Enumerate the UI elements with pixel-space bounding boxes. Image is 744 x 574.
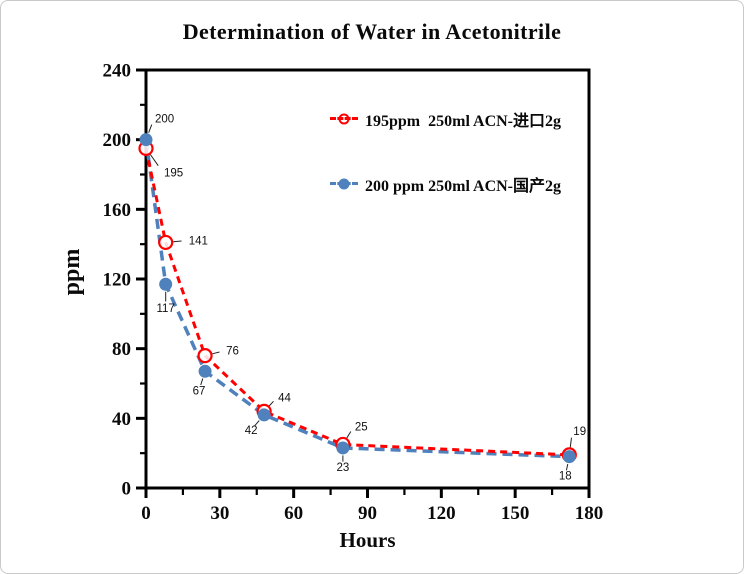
svg-text:76: 76: [226, 346, 239, 358]
x-axis-label: Hours: [339, 528, 396, 552]
svg-text:40: 40: [112, 409, 131, 430]
svg-text:200: 200: [103, 130, 132, 151]
svg-text:195: 195: [164, 167, 183, 179]
legend-filled-circle-marker-icon: [330, 176, 358, 192]
svg-text:160: 160: [103, 200, 132, 221]
svg-text:30: 30: [210, 503, 229, 524]
svg-text:141: 141: [189, 235, 208, 247]
svg-text:44: 44: [278, 392, 291, 404]
svg-text:150: 150: [501, 503, 530, 524]
svg-text:25: 25: [355, 421, 368, 433]
svg-text:120: 120: [103, 270, 132, 291]
svg-text:80: 80: [112, 339, 131, 360]
svg-text:90: 90: [358, 503, 377, 524]
legend-entry-domestic-acn: 200 ppm 250ml ACN-国产2g: [330, 172, 561, 196]
svg-text:0: 0: [141, 503, 151, 524]
svg-text:60: 60: [284, 503, 303, 524]
svg-text:19: 19: [573, 426, 586, 438]
svg-text:240: 240: [103, 61, 132, 82]
svg-text:200: 200: [155, 114, 174, 126]
svg-text:180: 180: [575, 503, 604, 524]
svg-text:23: 23: [336, 462, 349, 474]
svg-text:117: 117: [157, 303, 175, 315]
legend-entry-imported-acn: 195ppm 250ml ACN-进口2g: [330, 107, 561, 131]
svg-text:42: 42: [245, 425, 258, 437]
svg-text:67: 67: [193, 385, 206, 397]
svg-text:120: 120: [427, 503, 456, 524]
svg-text:0: 0: [122, 479, 132, 500]
svg-text:18: 18: [559, 471, 572, 483]
legend-open-circle-marker-icon: [330, 111, 358, 127]
legend-label-imported: 195ppm 250ml ACN-进口2g: [365, 113, 562, 130]
legend-label-domestic: 200 ppm 250ml ACN-国产2g: [365, 178, 562, 195]
chart-title: Determination of Water in Acetonitrile: [182, 19, 562, 44]
